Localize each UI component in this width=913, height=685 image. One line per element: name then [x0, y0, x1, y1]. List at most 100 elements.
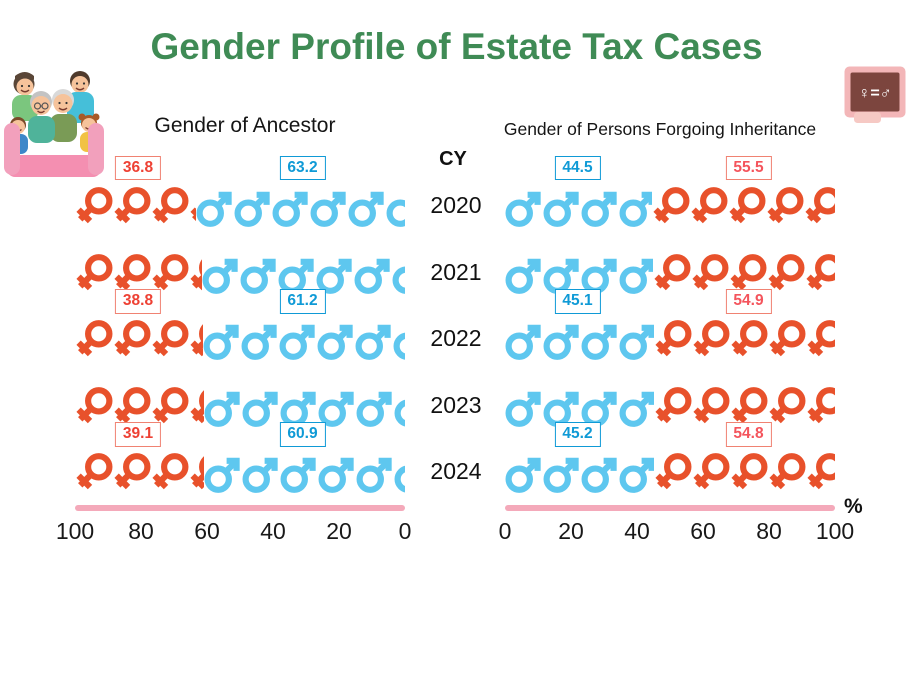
axis-tick-left-60: 60 — [194, 518, 220, 544]
female-segment — [75, 184, 197, 230]
female-segment — [653, 251, 835, 297]
year-label-2020: 2020 — [430, 192, 482, 218]
axis-tick-right-100: 100 — [815, 518, 855, 544]
value-label-male-left-2024: 60.9 — [279, 422, 326, 447]
female-icon — [190, 390, 204, 424]
male-icon — [619, 324, 654, 361]
value-label-female-left-2020: 36.8 — [114, 156, 162, 181]
female-icon — [76, 386, 113, 424]
female-segment — [652, 184, 835, 230]
female-icon — [152, 386, 189, 424]
male-icon — [242, 458, 278, 494]
female-icon — [190, 207, 197, 222]
female-icon — [731, 453, 768, 490]
axis-tick-right-20: 20 — [558, 518, 584, 544]
female-icon — [655, 320, 692, 357]
female-icon — [114, 453, 151, 490]
left-row-2022 — [75, 317, 405, 363]
value-label-male-right-2020: 44.5 — [554, 156, 601, 181]
year-label-2024: 2024 — [430, 458, 482, 485]
page-title: Gender Profile of Estate Tax Cases — [150, 26, 763, 67]
female-icon — [653, 187, 690, 224]
male-segment — [505, 317, 654, 363]
male-icon — [242, 391, 278, 427]
female-segment — [654, 384, 835, 430]
female-icon — [114, 187, 151, 224]
year-label-2022: 2022 — [430, 325, 482, 352]
male-icon — [543, 458, 579, 494]
axis-tick-left-0: 0 — [398, 518, 412, 544]
female-icon — [731, 386, 768, 424]
male-icon — [394, 466, 405, 493]
female-icon — [190, 456, 205, 490]
female-icon — [805, 187, 835, 224]
male-icon — [354, 258, 390, 294]
female-icon — [76, 187, 113, 224]
female-icon — [691, 187, 728, 224]
female-icon — [152, 253, 189, 290]
female-icon — [807, 320, 835, 357]
male-icon — [317, 324, 353, 361]
left-row-2024 — [75, 450, 405, 496]
left-row-2023 — [75, 384, 405, 430]
male-icon — [393, 332, 405, 360]
female-segment — [75, 384, 204, 430]
male-segment — [204, 450, 405, 496]
left-row-2020 — [75, 184, 405, 230]
male-icon — [355, 324, 391, 361]
axis-tick-left-20: 20 — [326, 518, 352, 544]
male-icon — [280, 458, 316, 494]
percent-label: % — [844, 495, 863, 518]
male-icon — [241, 324, 277, 361]
right-axis-line — [505, 505, 835, 511]
male-icon — [204, 391, 240, 427]
value-label-female-right-2024: 54.8 — [725, 422, 772, 447]
male-icon — [543, 191, 579, 227]
board-tray — [854, 112, 881, 123]
female-icon — [114, 253, 151, 290]
right-row-2020 — [505, 184, 835, 230]
female-icon — [769, 320, 806, 357]
female-icon — [654, 253, 691, 290]
female-segment — [654, 450, 835, 496]
value-label-female-left-2024: 39.1 — [114, 422, 162, 447]
value-label-female-left-2022: 38.8 — [114, 289, 162, 314]
male-icon — [318, 391, 354, 427]
female-icon — [807, 453, 835, 490]
female-icon — [692, 253, 729, 290]
male-icon — [505, 458, 541, 494]
value-label-female-right-2020: 55.5 — [725, 156, 772, 181]
male-icon — [619, 391, 655, 427]
male-icon — [356, 458, 392, 494]
male-segment — [204, 384, 405, 430]
grandpa-body — [50, 114, 77, 142]
male-icon — [234, 191, 271, 227]
female-icon — [152, 453, 189, 490]
right-row-2022 — [505, 317, 835, 363]
male-icon — [581, 458, 617, 494]
female-icon — [767, 187, 804, 224]
left-axis-line — [75, 505, 405, 511]
female-icon — [693, 320, 730, 357]
grandma-body — [28, 116, 55, 143]
female-icon — [655, 386, 692, 424]
female-icon — [190, 258, 203, 290]
male-segment — [505, 450, 655, 496]
female-icon — [730, 253, 767, 290]
axis-tick-right-80: 80 — [756, 518, 782, 544]
cy-column-header: CY — [439, 148, 467, 170]
axis-tick-left-100: 100 — [55, 518, 95, 544]
male-icon — [203, 324, 239, 361]
right-panel-title: Gender of Persons Forgoing Inheritance — [503, 119, 817, 139]
female-icon — [769, 453, 806, 490]
female-icon — [731, 320, 768, 357]
male-icon — [279, 324, 315, 361]
couch-seat — [7, 155, 101, 177]
female-icon — [807, 386, 835, 424]
left-panel-title: Gender of Ancestor — [154, 114, 336, 137]
female-icon — [76, 253, 113, 290]
male-icon — [202, 258, 238, 294]
value-label-female-right-2022: 54.9 — [725, 289, 772, 314]
gender-equality-board-icon: ♀=♂ — [844, 66, 906, 123]
